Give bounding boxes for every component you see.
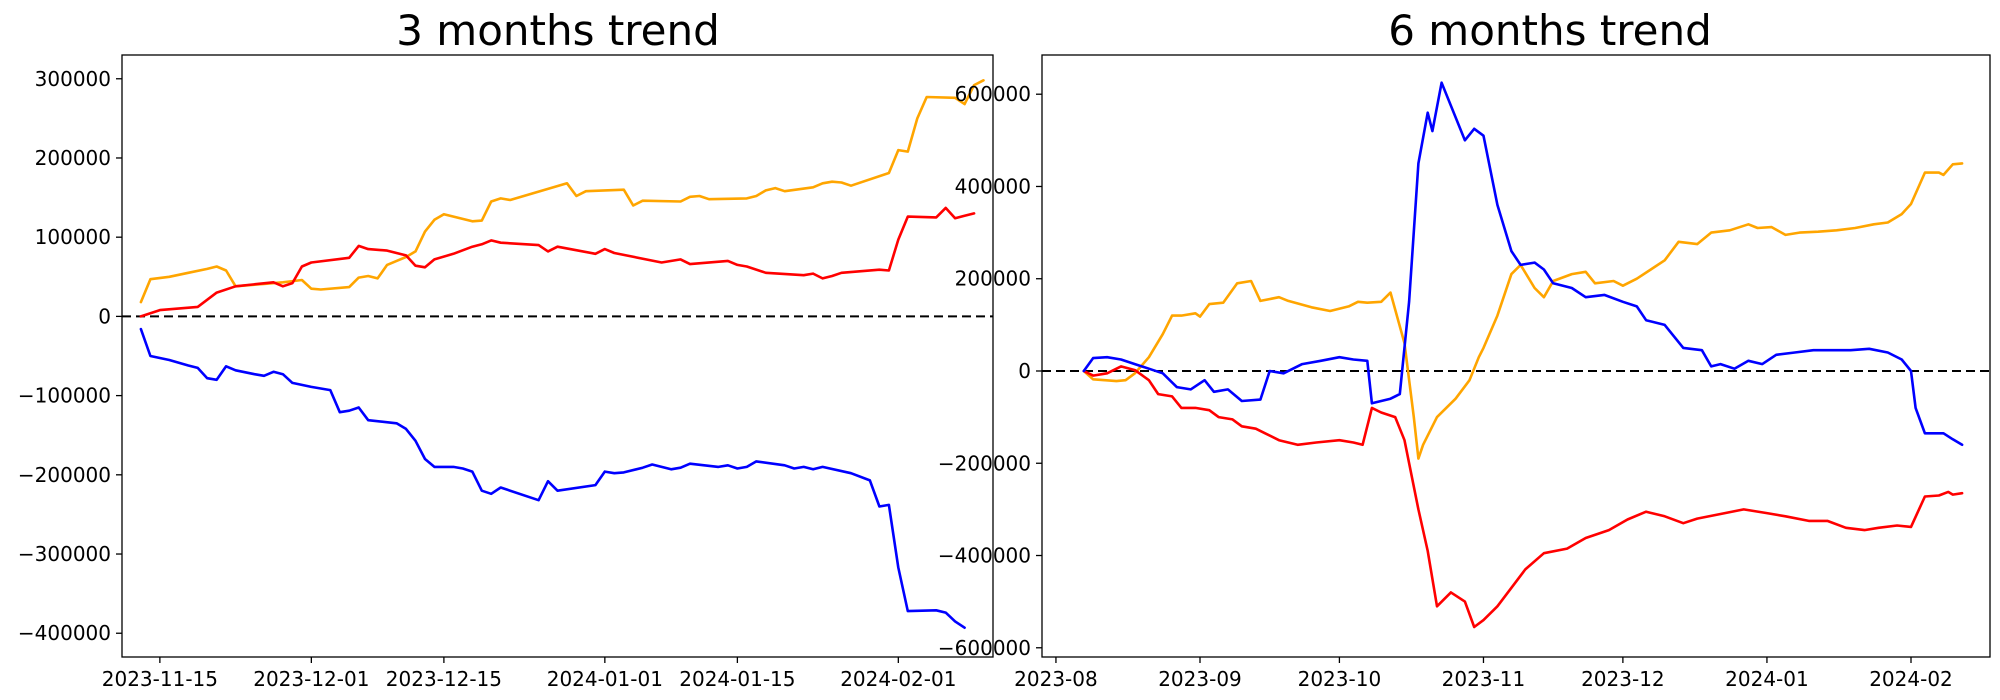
y-tick-label: 300000 — [35, 67, 111, 91]
x-tick-label: 2023-10 — [1298, 667, 1382, 691]
x-tick-label: 2023-12-15 — [386, 667, 502, 691]
y-tick-label: −400000 — [18, 621, 111, 645]
y-tick-label: −400000 — [938, 544, 1031, 568]
chart-title-6-months: 6 months trend — [1388, 6, 1712, 55]
y-tick-label: −200000 — [938, 451, 1031, 475]
y-tick-label: 200000 — [955, 267, 1031, 291]
x-tick-label: 2024-01 — [1725, 667, 1809, 691]
series-line-1 — [139, 79, 985, 304]
x-tick-label: 2024-01-01 — [547, 667, 663, 691]
x-tick-label: 2023-11-15 — [102, 667, 218, 691]
y-tick-label: 200000 — [35, 146, 111, 170]
x-tick-label: 2023-09 — [1158, 667, 1242, 691]
series-line-2 — [1082, 365, 1964, 629]
y-tick-label: 0 — [1018, 359, 1031, 383]
x-tick-label: 2023-12 — [1581, 667, 1665, 691]
x-tick-label: 2023-12-01 — [253, 667, 369, 691]
series-line-2 — [139, 206, 976, 318]
y-tick-label: −200000 — [18, 463, 111, 487]
y-tick-label: −100000 — [18, 384, 111, 408]
series-line-1 — [1082, 162, 1964, 460]
plot-area-frame — [1041, 54, 1991, 658]
chart-panel-6-months: 6 months trend −600000 −400000 −200000 0 200… — [938, 6, 1991, 691]
y-tick-label: 0 — [98, 304, 111, 328]
y-tick-label: −600000 — [938, 636, 1031, 660]
y-tick-label: 600000 — [955, 82, 1031, 106]
y-tick-label: −300000 — [18, 542, 111, 566]
x-tick-label: 2023-08 — [1014, 667, 1098, 691]
x-tick-label: 2024-02-01 — [840, 667, 956, 691]
y-tick-label: 400000 — [955, 174, 1031, 198]
x-tick-label: 2023-11 — [1442, 667, 1526, 691]
series-line-3 — [139, 327, 966, 629]
plot-area-frame — [121, 54, 994, 658]
x-tick-label: 2024-01-15 — [679, 667, 795, 691]
chart-title-3-months: 3 months trend — [396, 6, 720, 55]
x-tick-label: 2024-02 — [1869, 667, 1953, 691]
chart-panel-3-months: 3 months trend −400000 −300000 −200000 −100… — [18, 6, 994, 691]
y-tick-label: 100000 — [35, 225, 111, 249]
series-line-3 — [1082, 81, 1964, 447]
